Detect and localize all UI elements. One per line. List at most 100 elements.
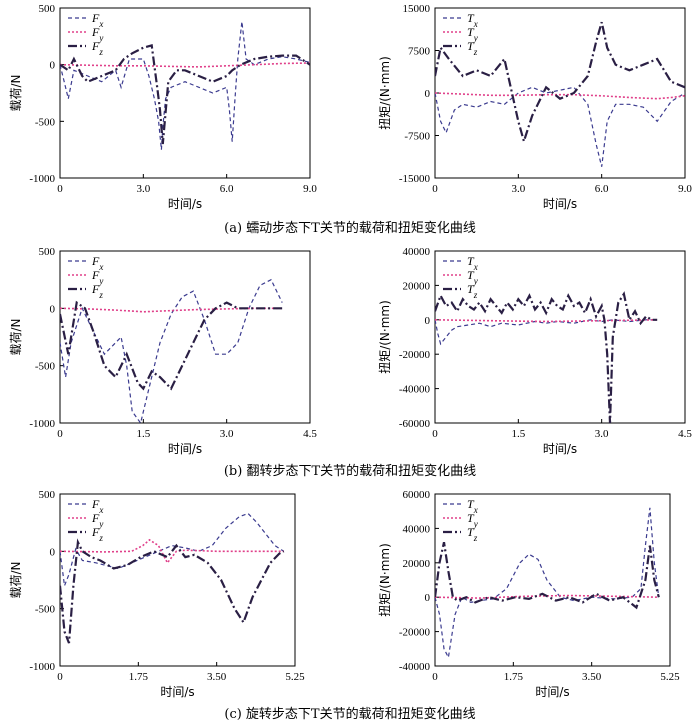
x-tick-label: 3.0 (511, 183, 525, 195)
legend-entry: Fz (91, 39, 103, 57)
x-tick-label: 0 (57, 671, 63, 683)
y-tick-label: -20000 (399, 349, 431, 361)
y-tick-label: 40000 (403, 523, 431, 535)
x-axis-label: 时间/s (543, 197, 577, 211)
x-tick-label: 3.0 (595, 428, 609, 440)
x-tick-label: 1.5 (511, 428, 525, 440)
y-tick-label: -40000 (399, 384, 431, 396)
y-tick-label: -20000 (399, 627, 431, 639)
legend-entry: Ty (467, 268, 478, 286)
y-tick-label: 7500 (408, 46, 431, 58)
x-tick-label: 0 (57, 183, 63, 195)
chart-b-torque: 0 1.5 3.0 4.5 40000 20000 0 -20000 -40000 -60000 时… (378, 246, 692, 456)
x-axis-label: 时间/s (168, 197, 202, 211)
series-tz-line (435, 541, 660, 610)
x-tick-label: 3.50 (582, 671, 602, 683)
x-tick-label: 3.0 (136, 183, 150, 195)
plot-frame (434, 250, 686, 424)
plot-frame (59, 493, 296, 667)
x-tick-label: 4.5 (678, 428, 692, 440)
y-axis-label: 载荷/N (9, 318, 23, 355)
series-tx-line (435, 319, 658, 346)
caption-b: (b) 翻转步态下T关节的载荷和扭矩变化曲线 (224, 463, 476, 479)
series-ty-line (435, 594, 659, 599)
y-tick-label: 40000 (403, 246, 431, 258)
series-tz-line (435, 21, 685, 145)
legend-entry: Fz (91, 525, 103, 543)
x-tick-label: 0 (57, 428, 63, 440)
y-tick-label: -500 (35, 604, 56, 616)
x-tick-label: 1.75 (129, 671, 149, 683)
y-tick-label: -15000 (399, 173, 431, 185)
x-axis-label: 时间/s (168, 442, 202, 456)
x-tick-label: 1.5 (136, 428, 150, 440)
series-fz-line (60, 538, 285, 644)
legend-entry: Tx (467, 254, 478, 272)
legend-entry: Fx (91, 497, 103, 515)
y-tick-label: 20000 (403, 558, 431, 570)
y-axis-label: 扭矩/(N·mm) (378, 300, 392, 374)
x-tick-label: 3.50 (207, 671, 227, 683)
legend-entry: Fy (91, 511, 103, 529)
series-fx-line (60, 278, 283, 423)
x-axis-label: 时间/s (160, 685, 194, 699)
legend-entry: Ty (467, 25, 478, 43)
legend-entry: Tx (467, 11, 478, 29)
x-tick-label: 3.0 (220, 428, 234, 440)
y-tick-label: 500 (39, 489, 56, 501)
legend-entry: Fy (91, 268, 103, 286)
legend-entry: Tx (467, 497, 478, 515)
y-tick-label: -1000 (29, 661, 55, 673)
legend-entry: Tz (467, 525, 478, 543)
x-tick-label: 5.25 (285, 671, 305, 683)
caption-a: (a) 蠕动步态下T关节的载荷和扭矩变化曲线 (224, 220, 476, 236)
legend-entry: Fz (91, 282, 103, 300)
plot-frame (434, 493, 671, 667)
y-tick-label: -40000 (399, 661, 431, 673)
series-fz-line (60, 300, 283, 391)
y-tick-label: -500 (35, 361, 56, 373)
x-tick-label: 9.0 (678, 183, 692, 195)
y-tick-label: 0 (425, 592, 431, 604)
y-axis-label: 扭矩/(N·mm) (378, 56, 392, 130)
y-tick-label: -500 (35, 116, 56, 128)
x-tick-label: 0 (432, 183, 438, 195)
y-axis-label: 载荷/N (9, 561, 23, 598)
x-tick-label: 0 (432, 671, 438, 683)
series-fy-line (60, 62, 310, 68)
x-tick-label: 6.0 (595, 183, 609, 195)
x-tick-label: 6.0 (220, 183, 234, 195)
y-tick-label: 0 (50, 546, 56, 558)
y-axis-label: 载荷/N (9, 74, 23, 111)
legend-entry: Ty (467, 511, 478, 529)
series-tz-line (435, 291, 658, 423)
x-tick-label: 5.25 (660, 671, 680, 683)
chart-c-torque: 0 1.75 3.50 5.25 60000 40000 20000 0 -20000 -4000… (378, 489, 680, 699)
y-tick-label: -7500 (404, 131, 430, 143)
y-tick-label: -1000 (29, 418, 55, 430)
legend-entry: Fx (91, 254, 103, 272)
plot-frame (59, 7, 311, 179)
series-fx-line (60, 512, 285, 589)
y-tick-label: 0 (425, 315, 431, 327)
series-tx-line (435, 507, 660, 660)
y-tick-label: 0 (50, 303, 56, 315)
x-tick-label: 4.5 (303, 428, 317, 440)
legend-entry: Tz (467, 282, 478, 300)
y-tick-label: -60000 (399, 418, 431, 430)
x-axis-label: 时间/s (535, 685, 569, 699)
y-tick-label: 0 (425, 88, 431, 100)
y-tick-label: 20000 (403, 280, 431, 292)
y-tick-label: 500 (39, 246, 56, 258)
x-axis-label: 时间/s (543, 442, 577, 456)
series-tx-line (435, 86, 685, 167)
x-tick-label: 0 (432, 428, 438, 440)
series-fz-line (60, 44, 310, 145)
caption-c: (c) 旋转步态下T关节的载荷和扭矩变化曲线 (224, 706, 475, 722)
x-tick-label: 1.75 (504, 671, 524, 683)
y-tick-label: -1000 (29, 173, 55, 185)
